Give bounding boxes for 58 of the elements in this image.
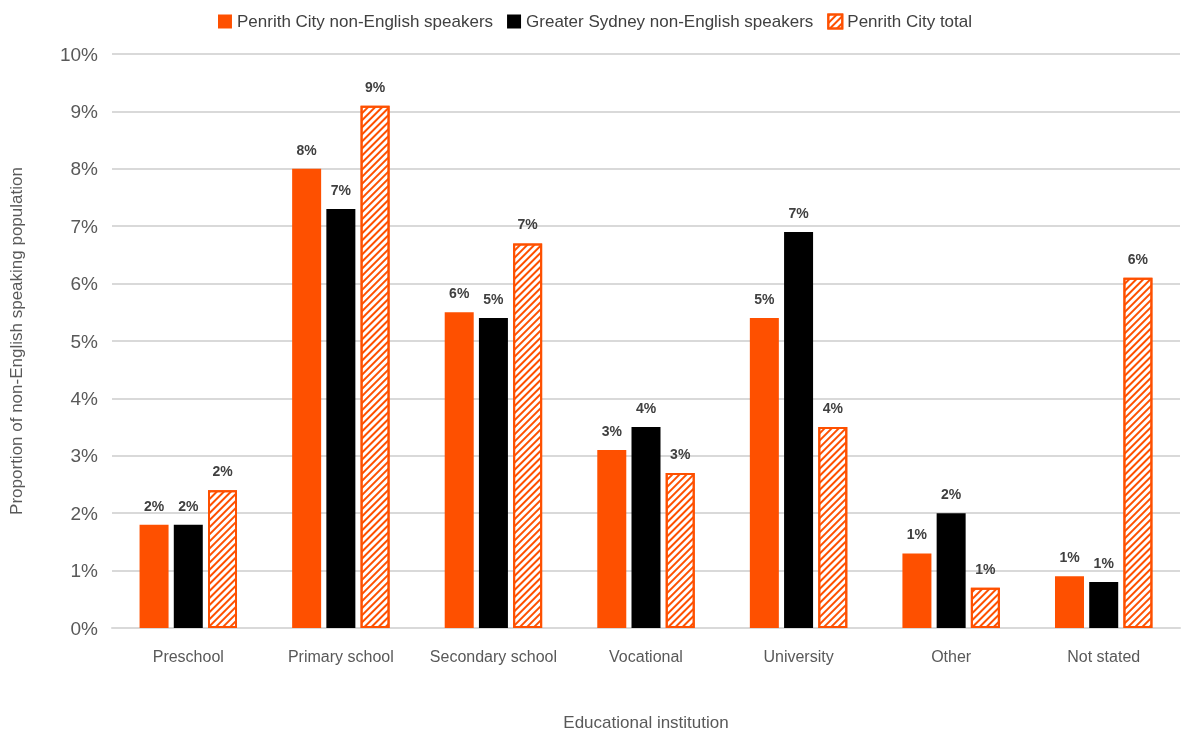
data-label: 1% (906, 526, 928, 543)
legend-label: Greater Sydney non-English speakers (526, 12, 814, 31)
data-label: 9% (364, 78, 386, 95)
data-label: 2% (212, 463, 234, 480)
data-label: 1% (1059, 549, 1081, 566)
data-label: 6% (1127, 250, 1149, 267)
bar (1054, 576, 1084, 628)
y-tick-label: 9% (70, 100, 99, 122)
bar (749, 318, 779, 628)
y-tick-label: 4% (70, 387, 99, 409)
data-label: 6% (449, 285, 470, 302)
data-label: 2% (941, 486, 962, 503)
data-label: 4% (635, 400, 657, 417)
y-axis-title: Proportion of non-English speaking population (7, 167, 26, 515)
legend-label: Penrith City non-English speakers (236, 12, 494, 31)
y-tick-label: 3% (70, 445, 99, 467)
x-tick-label: Vocational (609, 647, 683, 665)
y-tick-label: 10% (59, 43, 99, 65)
x-tick-label: Other (931, 647, 972, 665)
x-tick-label: Secondary school (429, 647, 558, 665)
bar (597, 450, 627, 628)
data-label: 1% (1093, 555, 1115, 572)
data-label: 5% (754, 291, 776, 308)
bar (784, 231, 814, 628)
bar (326, 208, 356, 628)
data-label: 7% (517, 216, 539, 233)
legend-label: Penrith City total (847, 12, 973, 31)
data-label: 2% (143, 497, 165, 514)
bar (292, 168, 322, 628)
bar (902, 553, 932, 628)
bar (444, 312, 474, 628)
x-axis-title: Educational institution (563, 713, 729, 732)
data-label: 3% (601, 423, 623, 440)
data-label: 3% (670, 446, 691, 463)
y-tick-label: 8% (70, 158, 99, 180)
data-label: 5% (483, 291, 505, 308)
bar (1089, 582, 1119, 628)
data-label: 2% (178, 497, 199, 514)
bar (139, 524, 169, 628)
y-tick-label: 7% (70, 215, 99, 237)
data-label: 1% (975, 560, 997, 577)
data-label: 4% (822, 400, 844, 417)
y-tick-label: 0% (70, 617, 99, 639)
data-label: 7% (788, 204, 810, 221)
x-tick-label: Not stated (1067, 647, 1141, 665)
y-tick-label: 6% (70, 273, 99, 295)
y-tick-label: 2% (70, 502, 99, 524)
data-label: 7% (330, 181, 352, 198)
x-tick-label: University (763, 647, 834, 665)
y-tick-label: 5% (70, 330, 99, 352)
x-tick-label: Primary school (287, 647, 394, 665)
bar (936, 513, 966, 628)
data-label: 8% (296, 141, 318, 158)
y-tick-label: 1% (70, 560, 99, 582)
bar (631, 427, 661, 628)
x-tick-label: Preschool (152, 647, 224, 665)
bar (478, 318, 508, 628)
bar (173, 524, 203, 628)
